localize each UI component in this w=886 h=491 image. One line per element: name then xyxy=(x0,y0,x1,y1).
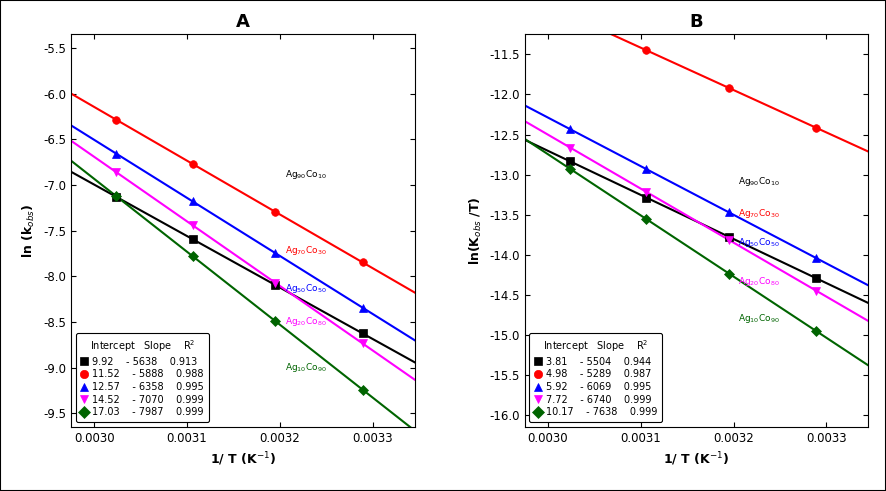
Text: Ag$_{10}$Co$_{90}$: Ag$_{10}$Co$_{90}$ xyxy=(284,361,326,374)
Text: Ag$_{50}$Co$_{50}$: Ag$_{50}$Co$_{50}$ xyxy=(738,236,780,249)
Y-axis label: ln (k$_{obs}$): ln (k$_{obs}$) xyxy=(21,204,37,258)
Text: Ag$_{20}$Co$_{80}$: Ag$_{20}$Co$_{80}$ xyxy=(284,315,326,327)
Text: Ag$_{90}$Co$_{10}$: Ag$_{90}$Co$_{10}$ xyxy=(738,175,780,188)
Legend: 9.92    - 5638    0.913, 11.52    - 5888    0.988, 12.57    - 6358    0.995, 14.: 9.92 - 5638 0.913, 11.52 - 5888 0.988, 1… xyxy=(75,333,209,422)
Title: A: A xyxy=(236,13,250,31)
Y-axis label: ln(K$_{obs}$ /T): ln(K$_{obs}$ /T) xyxy=(468,196,484,265)
Text: Ag$_{70}$Co$_{30}$: Ag$_{70}$Co$_{30}$ xyxy=(284,245,326,257)
Title: B: B xyxy=(689,13,703,31)
Text: Ag$_{90}$Co$_{10}$: Ag$_{90}$Co$_{10}$ xyxy=(284,167,326,181)
Legend: 3.81    - 5504    0.944, 4.98    - 5289    0.987, 5.92    - 6069    0.995, 7.72 : 3.81 - 5504 0.944, 4.98 - 5289 0.987, 5.… xyxy=(530,333,662,422)
X-axis label: 1/ T (K$^{-1}$): 1/ T (K$^{-1}$) xyxy=(664,451,729,468)
Text: Ag$_{10}$Co$_{90}$: Ag$_{10}$Co$_{90}$ xyxy=(738,312,780,326)
Text: Ag$_{20}$Co$_{80}$: Ag$_{20}$Co$_{80}$ xyxy=(738,275,780,288)
Text: Ag$_{50}$Co$_{50}$: Ag$_{50}$Co$_{50}$ xyxy=(284,282,326,295)
X-axis label: 1/ T (K$^{-1}$): 1/ T (K$^{-1}$) xyxy=(210,451,276,468)
Text: Ag$_{70}$Co$_{30}$: Ag$_{70}$Co$_{30}$ xyxy=(738,207,780,219)
